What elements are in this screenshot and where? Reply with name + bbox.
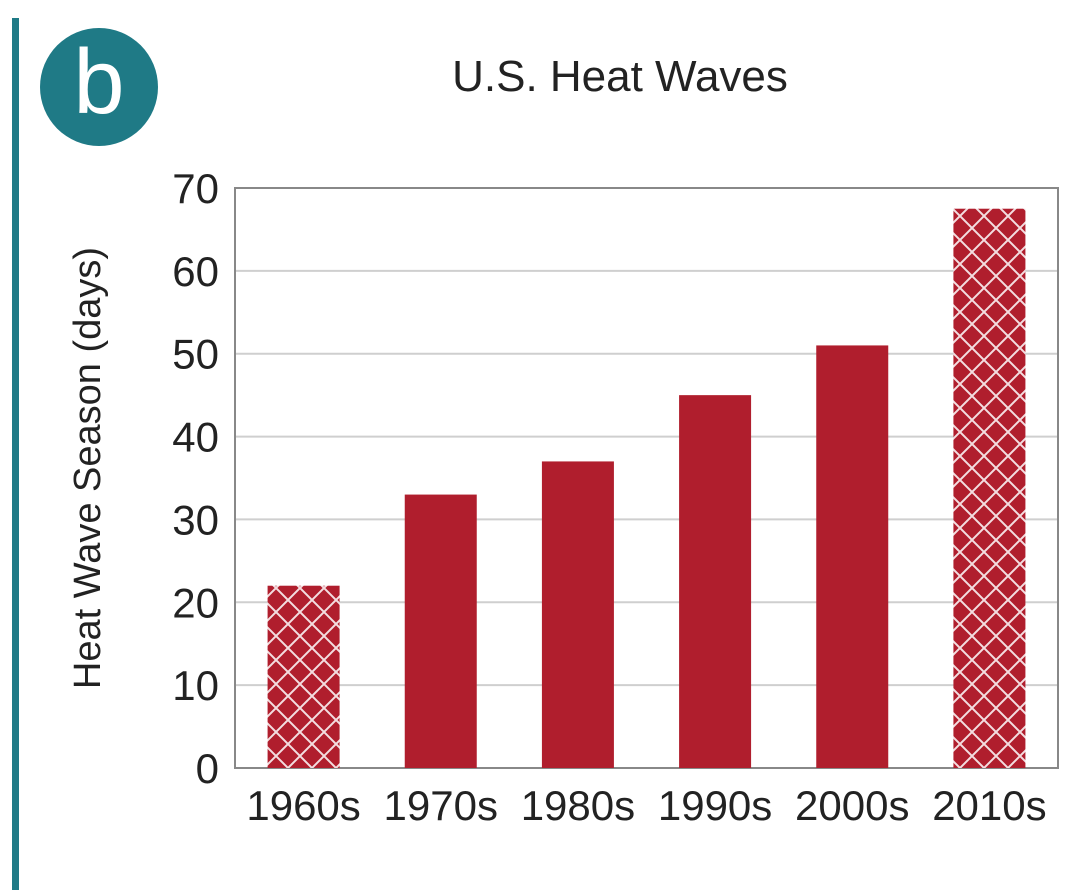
y-tick-labels: 0 10 20 30 40 50 60 70 — [172, 165, 219, 792]
x-tick-label: 1970s — [384, 782, 498, 829]
y-tick-label: 10 — [172, 662, 219, 709]
bar-2010s — [953, 208, 1026, 768]
y-tick-label: 50 — [172, 331, 219, 378]
bar-1990s — [679, 395, 752, 768]
bars — [267, 208, 1026, 768]
y-tick-label: 40 — [172, 414, 219, 461]
chart-title: U.S. Heat Waves — [452, 52, 788, 101]
bar-1960s — [267, 585, 340, 768]
y-tick-label: 0 — [196, 745, 219, 792]
plot-frame — [234, 187, 1059, 769]
bar-2000s — [816, 345, 889, 768]
bar-1980s — [541, 461, 614, 768]
x-tick-label: 2000s — [795, 782, 909, 829]
x-tick-labels: 1960s 1970s 1980s 1990s 2000s 2010s — [246, 782, 1046, 829]
x-tick-label: 2010s — [932, 782, 1046, 829]
bar-1970s — [404, 494, 477, 768]
x-tick-label: 1990s — [658, 782, 772, 829]
accent-rule — [12, 18, 19, 890]
y-tick-label: 70 — [172, 165, 219, 212]
x-tick-label: 1980s — [521, 782, 635, 829]
x-tick-label: 1960s — [246, 782, 360, 829]
panel-label-badge: b — [40, 28, 158, 146]
y-tick-label: 20 — [172, 579, 219, 626]
y-tick-label: 30 — [172, 496, 219, 543]
y-axis-label: Heat Wave Season (days) — [67, 247, 109, 689]
y-tick-label: 60 — [172, 248, 219, 295]
gridlines — [235, 187, 1058, 769]
